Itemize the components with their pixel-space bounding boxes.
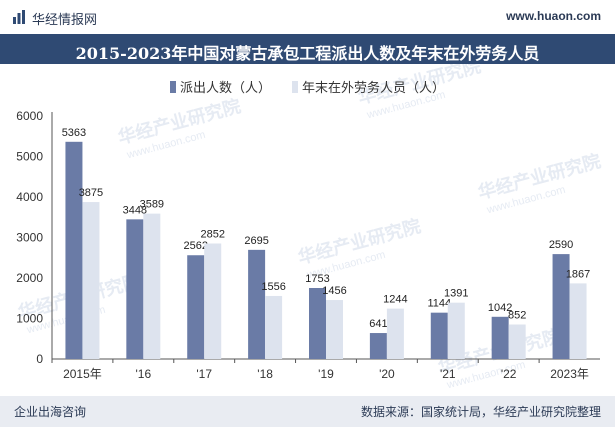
chart-title: 2015-2023年中国对蒙古承包工程派出人数及年末在外劳务人员 xyxy=(75,44,540,63)
title-bar xyxy=(0,34,615,64)
bar-dispatched xyxy=(430,312,448,359)
data-label: 1753 xyxy=(305,273,329,285)
bar-dispatched xyxy=(65,141,83,359)
x-tick-label: '18 xyxy=(257,367,273,381)
data-label: 2590 xyxy=(549,239,573,251)
y-tick-label: 2000 xyxy=(16,271,43,285)
x-tick-label: 2023年 xyxy=(550,367,589,381)
y-tick-label: 3000 xyxy=(16,231,43,245)
footer-bar xyxy=(0,396,615,427)
bar-dispatched xyxy=(187,255,205,359)
data-label: 852 xyxy=(508,309,526,321)
x-tick-label: '22 xyxy=(501,367,517,381)
footer-left-text: 企业出海咨询 xyxy=(14,405,87,419)
site-name: 华经情报网 xyxy=(32,12,98,27)
data-label: 1244 xyxy=(383,294,407,306)
x-tick-label: '20 xyxy=(379,367,395,381)
data-label: 1867 xyxy=(566,268,590,280)
bar-dispatched xyxy=(309,288,326,359)
data-label: 1042 xyxy=(488,302,512,314)
bar-overseas xyxy=(508,324,526,359)
data-label: 2695 xyxy=(244,235,268,247)
bar-dispatched xyxy=(248,249,266,359)
x-tick-label: '17 xyxy=(196,367,212,381)
y-tick-label: 0 xyxy=(36,352,43,366)
data-label: 641 xyxy=(369,318,387,330)
top-bar xyxy=(0,0,615,34)
data-label: 3589 xyxy=(140,199,164,211)
x-tick-label: '16 xyxy=(136,367,152,381)
bar-overseas xyxy=(82,202,100,359)
data-label: 1144 xyxy=(427,298,451,310)
bar-overseas xyxy=(204,243,222,359)
data-label: 3448 xyxy=(123,204,147,216)
bar-logo-icon xyxy=(13,10,25,24)
legend-label: 年末在外劳务人员（人） xyxy=(302,80,445,95)
y-tick-label: 5000 xyxy=(16,150,43,164)
bar-overseas xyxy=(326,300,343,359)
legend-swatch xyxy=(170,81,176,93)
data-label: 3875 xyxy=(79,187,103,199)
site-url[interactable]: www.huaon.com xyxy=(506,9,601,23)
legend-swatch xyxy=(292,81,298,93)
bar-overseas xyxy=(265,295,283,359)
x-tick-label: 2015年 xyxy=(63,367,102,381)
legend-label: 派出人数（人） xyxy=(180,80,271,95)
x-tick-label: '19 xyxy=(318,367,334,381)
y-tick-label: 6000 xyxy=(16,109,43,123)
bar-dispatched xyxy=(552,254,570,359)
bar-dispatched xyxy=(126,219,144,359)
y-tick-label: 1000 xyxy=(16,312,43,326)
bar-overseas xyxy=(447,302,465,359)
data-label: 2852 xyxy=(200,228,224,240)
x-tick-label: '21 xyxy=(440,367,456,381)
bar-dispatched xyxy=(369,333,387,359)
y-tick-label: 4000 xyxy=(16,190,43,204)
bar-dispatched xyxy=(491,316,509,359)
data-label: 5363 xyxy=(62,127,86,139)
data-label: 1456 xyxy=(322,285,346,297)
data-label: 1556 xyxy=(261,281,285,293)
bar-overseas xyxy=(569,283,587,359)
bar-overseas xyxy=(386,308,404,359)
data-label: 2562 xyxy=(183,240,207,252)
data-label: 1391 xyxy=(444,288,468,300)
bar-chart: 华经产业研究院www.huaon.com华经产业研究院www.huaon.com… xyxy=(16,64,603,392)
bar-overseas xyxy=(143,213,161,359)
data-source-text: 数据来源：国家统计局，华经产业研究院整理 xyxy=(360,405,601,419)
